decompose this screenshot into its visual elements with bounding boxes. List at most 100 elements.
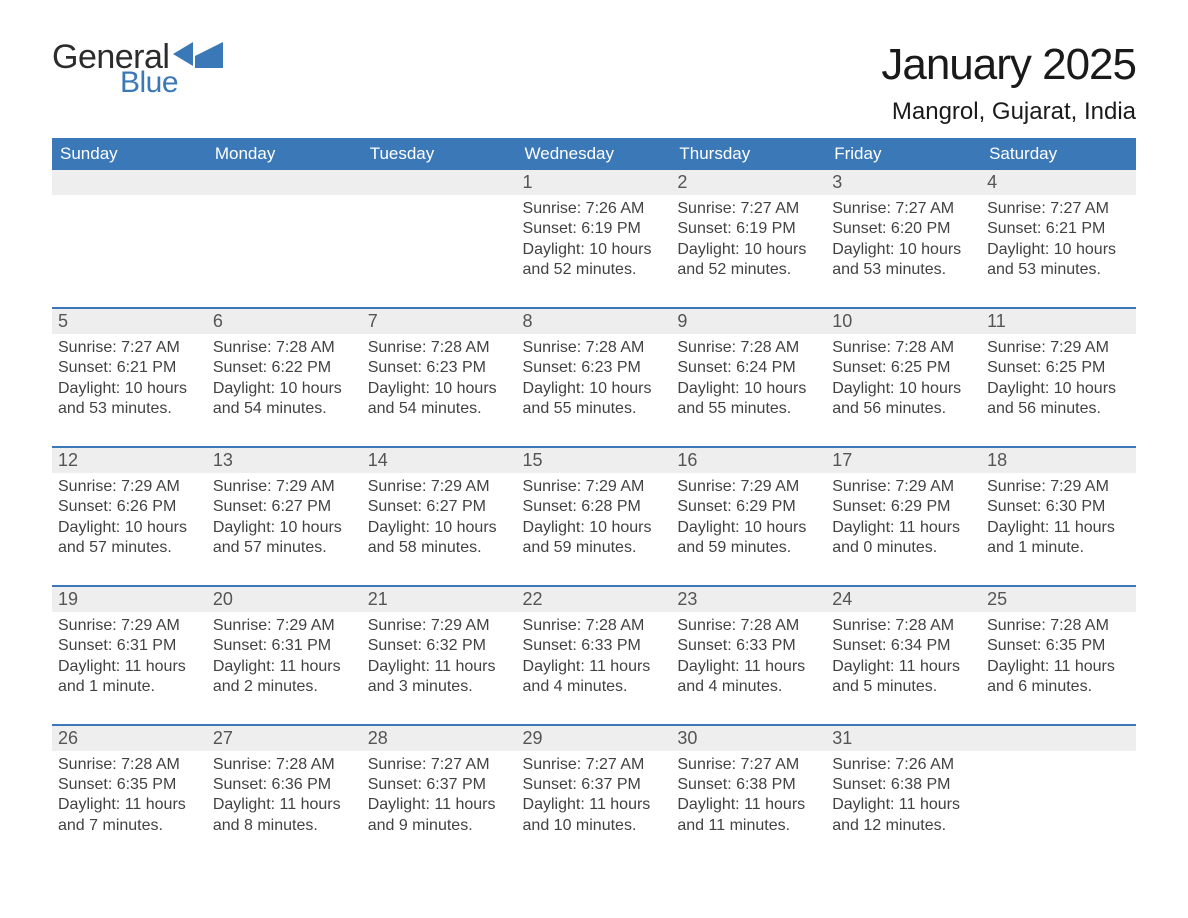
day-content-cell: Sunrise: 7:29 AMSunset: 6:32 PMDaylight:… xyxy=(362,612,517,725)
day-content-cell: Sunrise: 7:27 AMSunset: 6:20 PMDaylight:… xyxy=(826,195,981,308)
day-sunrise: Sunrise: 7:28 AM xyxy=(523,616,666,636)
day-content-cell xyxy=(52,195,207,308)
weekday-header: Tuesday xyxy=(362,138,517,170)
day-content-cell: Sunrise: 7:28 AMSunset: 6:23 PMDaylight:… xyxy=(362,334,517,447)
day-sunset: Sunset: 6:22 PM xyxy=(213,358,356,378)
day-number-cell: 8 xyxy=(517,308,672,334)
day-number: 27 xyxy=(213,728,233,748)
day-sunset: Sunset: 6:31 PM xyxy=(213,636,356,656)
day-content-row: Sunrise: 7:29 AM Sunset: 6:31 PM Daylight:… xyxy=(52,612,1136,725)
day-dl2: and 7 minutes. xyxy=(58,816,201,836)
day-sunset: Sunset: 6:31 PM xyxy=(58,636,201,656)
day-sunset: Sunset: 6:21 PM xyxy=(58,358,201,378)
day-dl1: Daylight: 10 hours xyxy=(213,379,356,399)
day-number-cell: 26 xyxy=(52,725,207,751)
day-sunrise: Sunrise: 7:29 AM xyxy=(213,477,356,497)
day-dl2: and 5 minutes. xyxy=(832,677,975,697)
day-number-cell: 13 xyxy=(207,447,362,473)
day-number: 31 xyxy=(832,728,852,748)
day-sunrise: Sunrise: 7:29 AM xyxy=(677,477,820,497)
day-number-cell: 15 xyxy=(517,447,672,473)
day-dl1: Daylight: 10 hours xyxy=(832,240,975,260)
day-dl2: and 52 minutes. xyxy=(677,260,820,280)
day-number-cell: 1 xyxy=(517,170,672,195)
day-number: 2 xyxy=(677,172,687,192)
day-sunset: Sunset: 6:29 PM xyxy=(677,497,820,517)
flag-triangle-2 xyxy=(195,42,223,68)
day-number-cell xyxy=(52,170,207,195)
day-number: 1 xyxy=(523,172,533,192)
day-number-cell: 6 xyxy=(207,308,362,334)
day-number: 3 xyxy=(832,172,842,192)
day-number: 15 xyxy=(523,450,543,470)
day-sunset: Sunset: 6:19 PM xyxy=(523,219,666,239)
day-sunset: Sunset: 6:25 PM xyxy=(832,358,975,378)
day-number: 21 xyxy=(368,589,388,609)
day-content-cell: Sunrise: 7:28 AMSunset: 6:24 PMDaylight:… xyxy=(671,334,826,447)
day-number: 12 xyxy=(58,450,78,470)
day-dl2: and 55 minutes. xyxy=(677,399,820,419)
day-number-cell: 30 xyxy=(671,725,826,751)
logo: General Blue xyxy=(52,40,223,98)
logo-word-2: Blue xyxy=(120,68,223,98)
day-sunrise: Sunrise: 7:28 AM xyxy=(832,616,975,636)
day-number: 10 xyxy=(832,311,852,331)
calendar-table: Sunday Monday Tuesday Wednesday Thursday… xyxy=(52,138,1136,862)
day-number: 8 xyxy=(523,311,533,331)
day-dl2: and 2 minutes. xyxy=(213,677,356,697)
day-dl2: and 12 minutes. xyxy=(832,816,975,836)
header-row: General Blue January 2025 Mangrol, Gujar… xyxy=(52,40,1136,126)
day-dl2: and 57 minutes. xyxy=(58,538,201,558)
day-dl2: and 54 minutes. xyxy=(213,399,356,419)
day-content-cell: Sunrise: 7:27 AMSunset: 6:21 PMDaylight:… xyxy=(52,334,207,447)
weekday-header: Monday xyxy=(207,138,362,170)
day-dl1: Daylight: 11 hours xyxy=(987,657,1130,677)
day-dl1: Daylight: 10 hours xyxy=(832,379,975,399)
day-dl2: and 58 minutes. xyxy=(368,538,511,558)
day-dl2: and 11 minutes. xyxy=(677,816,820,836)
day-number-cell: 11 xyxy=(981,308,1136,334)
day-content-cell: Sunrise: 7:29 AMSunset: 6:25 PMDaylight:… xyxy=(981,334,1136,447)
day-sunset: Sunset: 6:37 PM xyxy=(523,775,666,795)
day-dl2: and 8 minutes. xyxy=(213,816,356,836)
weekday-header: Friday xyxy=(826,138,981,170)
day-number-cell: 9 xyxy=(671,308,826,334)
day-sunrise: Sunrise: 7:29 AM xyxy=(987,477,1130,497)
day-sunrise: Sunrise: 7:29 AM xyxy=(523,477,666,497)
day-dl1: Daylight: 10 hours xyxy=(987,240,1130,260)
day-number: 25 xyxy=(987,589,1007,609)
day-number-cell: 24 xyxy=(826,586,981,612)
day-number-cell xyxy=(207,170,362,195)
day-dl2: and 0 minutes. xyxy=(832,538,975,558)
weekday-header: Saturday xyxy=(981,138,1136,170)
day-sunrise: Sunrise: 7:27 AM xyxy=(677,755,820,775)
day-content-row: Sunrise: 7:28 AMSunset: 6:35 PMDaylight:… xyxy=(52,751,1136,863)
day-dl2: and 54 minutes. xyxy=(368,399,511,419)
location-label: Mangrol, Gujarat, India xyxy=(881,98,1136,126)
day-sunrise: Sunrise: 7:29 AM xyxy=(368,616,511,636)
day-number-cell: 17 xyxy=(826,447,981,473)
day-number-cell: 27 xyxy=(207,725,362,751)
day-sunrise: Sunrise: 7:29 AM xyxy=(58,477,201,497)
day-number: 23 xyxy=(677,589,697,609)
day-content-cell: Sunrise: 7:27 AMSunset: 6:19 PMDaylight:… xyxy=(671,195,826,308)
day-number: 14 xyxy=(368,450,388,470)
day-number-row: 19202122232425 xyxy=(52,586,1136,612)
day-dl1: Daylight: 11 hours xyxy=(368,795,511,815)
day-number-row: 12131415161718 xyxy=(52,447,1136,473)
day-dl2: and 4 minutes. xyxy=(677,677,820,697)
day-sunset: Sunset: 6:26 PM xyxy=(58,497,201,517)
day-sunrise: Sunrise: 7:29 AM xyxy=(987,338,1130,358)
day-dl2: and 59 minutes. xyxy=(523,538,666,558)
day-number-cell: 21 xyxy=(362,586,517,612)
day-content-row: Sunrise: 7:29 AMSunset: 6:26 PMDaylight:… xyxy=(52,473,1136,586)
day-number-cell: 4 xyxy=(981,170,1136,195)
day-dl1: Daylight: 11 hours xyxy=(832,795,975,815)
day-content-cell: Sunrise: 7:26 AMSunset: 6:38 PMDaylight:… xyxy=(826,751,981,863)
day-content-cell: Sunrise: 7:28 AMSunset: 6:23 PMDaylight:… xyxy=(517,334,672,447)
day-number: 26 xyxy=(58,728,78,748)
weekday-header: Thursday xyxy=(671,138,826,170)
day-sunset: Sunset: 6:36 PM xyxy=(213,775,356,795)
day-number: 24 xyxy=(832,589,852,609)
day-dl1: Daylight: 10 hours xyxy=(213,518,356,538)
